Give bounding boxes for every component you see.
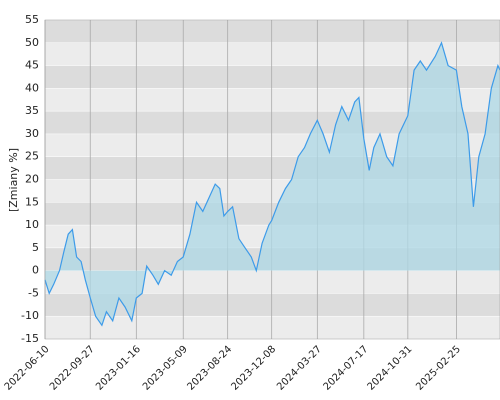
y-tick-label: 20 bbox=[25, 173, 39, 186]
y-tick-label: -10 bbox=[21, 309, 39, 322]
grid-band bbox=[45, 42, 500, 66]
x-tick-label: 2023-12-08 bbox=[229, 344, 278, 393]
y-tick-label: 10 bbox=[25, 218, 39, 231]
y-tick-label: -15 bbox=[21, 332, 39, 345]
x-tick-label: 2022-06-10 bbox=[3, 344, 52, 393]
grid-band bbox=[45, 88, 500, 112]
y-tick-label: 40 bbox=[25, 81, 39, 94]
x-tick-label: 2024-03-27 bbox=[275, 344, 324, 393]
grid-band bbox=[45, 133, 500, 157]
grid-band bbox=[45, 293, 500, 317]
line bbox=[44, 41, 500, 327]
area bbox=[45, 42, 500, 326]
y-tick-label: 15 bbox=[25, 195, 39, 208]
grid-band bbox=[45, 65, 500, 89]
x-tick-label: 2023-05-09 bbox=[141, 344, 190, 393]
grid-band bbox=[45, 316, 500, 339]
y-tick-label: 0 bbox=[32, 264, 39, 277]
y-tick-label: -5 bbox=[28, 286, 39, 299]
y-tick-label: 55 bbox=[25, 13, 39, 26]
x-tick-label: 2024-10-31 bbox=[366, 344, 415, 393]
x-tick-label: 2025-02-25 bbox=[414, 344, 463, 393]
y-tick-label: 25 bbox=[25, 150, 39, 163]
grid-band bbox=[45, 111, 500, 134]
y-axis-label: [Zmiany %] bbox=[7, 148, 20, 212]
y-tick-label: 35 bbox=[25, 104, 39, 117]
x-tick-label: 2022-09-27 bbox=[48, 344, 97, 393]
plot-border bbox=[44, 19, 500, 340]
x-tick-label: 2023-01-16 bbox=[94, 344, 143, 393]
y-tick-label: 45 bbox=[25, 59, 39, 72]
y-tick-label: 30 bbox=[25, 127, 39, 140]
y-tick-label: 5 bbox=[32, 241, 39, 254]
x-tick-label: 2023-08-24 bbox=[185, 344, 234, 393]
y-tick-label: 50 bbox=[25, 36, 39, 49]
x-tick-label: 2024-07-17 bbox=[322, 344, 371, 393]
grid-band bbox=[45, 20, 500, 43]
